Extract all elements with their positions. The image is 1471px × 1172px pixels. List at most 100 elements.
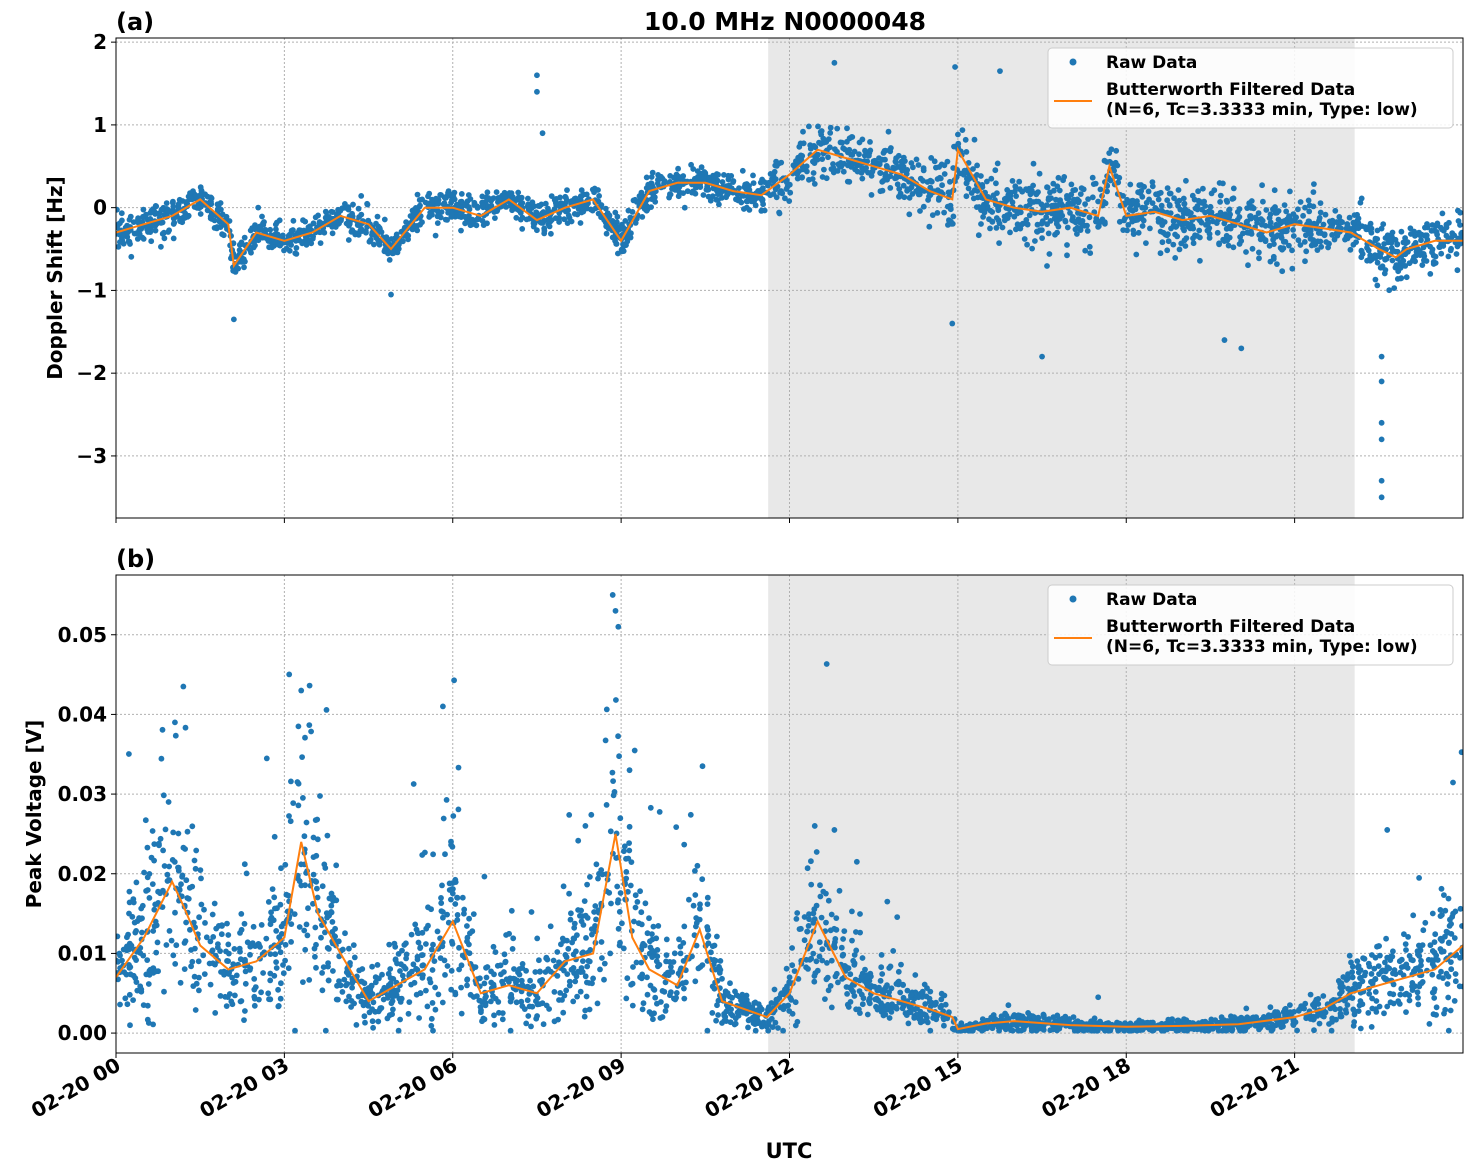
raw-data-point xyxy=(1345,971,1351,977)
raw-data-point xyxy=(158,243,164,250)
raw-data-point xyxy=(880,1012,887,1019)
raw-data-point xyxy=(1244,218,1251,225)
raw-data-point xyxy=(1436,973,1442,980)
raw-data-point xyxy=(1457,209,1463,216)
raw-data-point xyxy=(1365,247,1372,254)
raw-data-point xyxy=(116,933,121,940)
raw-data-point xyxy=(912,972,919,978)
raw-data-outlier xyxy=(1378,436,1385,443)
raw-data-point xyxy=(267,921,274,928)
raw-data-point xyxy=(1446,219,1452,226)
raw-data-point xyxy=(921,981,928,988)
raw-data-point xyxy=(609,769,616,776)
raw-data-point xyxy=(250,923,257,930)
raw-data-point xyxy=(343,982,349,989)
raw-data-point xyxy=(1176,246,1183,253)
raw-data-point xyxy=(868,192,875,198)
raw-data-point xyxy=(1423,232,1430,239)
raw-data-point xyxy=(1406,260,1413,267)
raw-data-point xyxy=(619,920,625,927)
raw-data-point xyxy=(383,234,390,241)
raw-data-point xyxy=(162,826,169,833)
raw-data-point xyxy=(1271,241,1277,248)
raw-data-point xyxy=(613,855,620,861)
raw-data-point xyxy=(1048,195,1054,202)
raw-data-point xyxy=(552,215,559,222)
raw-data-point xyxy=(772,1019,779,1026)
raw-data-point xyxy=(454,912,461,918)
raw-data-point xyxy=(361,1013,368,1020)
raw-data-point xyxy=(985,194,991,200)
raw-data-point xyxy=(758,207,765,214)
raw-data-point xyxy=(1035,189,1041,196)
raw-data-point xyxy=(975,232,982,239)
raw-data-point xyxy=(1056,187,1063,194)
raw-data-point xyxy=(1236,206,1243,212)
raw-data-point xyxy=(639,214,646,220)
raw-data-point xyxy=(1055,174,1062,181)
raw-data-point xyxy=(681,204,688,211)
raw-data-point xyxy=(583,993,590,1000)
raw-data-point xyxy=(620,248,627,255)
raw-data-point xyxy=(1429,971,1436,978)
raw-data-point xyxy=(291,911,298,917)
raw-data-point xyxy=(292,1027,298,1034)
filtered-data-line xyxy=(116,146,1463,269)
raw-data-point xyxy=(752,999,759,1006)
raw-data-point xyxy=(1430,261,1437,267)
raw-data-point xyxy=(429,1000,436,1006)
raw-data-point xyxy=(678,176,685,182)
raw-data-point xyxy=(1164,247,1171,254)
raw-data-point xyxy=(117,1001,123,1008)
raw-data-point xyxy=(356,967,363,974)
raw-data-point xyxy=(712,173,719,180)
raw-data-point xyxy=(176,886,183,893)
raw-data-point xyxy=(580,922,587,928)
raw-data-point xyxy=(808,881,815,888)
raw-data-point xyxy=(1054,218,1060,225)
raw-data-point xyxy=(823,919,829,926)
raw-data-point xyxy=(1355,215,1362,222)
raw-data-point xyxy=(1373,998,1380,1004)
raw-data-point xyxy=(269,244,275,251)
raw-data-point xyxy=(203,934,210,941)
raw-data-point xyxy=(1372,954,1379,961)
legend-filtered-label-line: Butterworth Filtered Data xyxy=(1106,80,1355,100)
raw-data-point xyxy=(346,945,352,952)
raw-data-point xyxy=(439,882,445,889)
raw-data-point xyxy=(1412,258,1418,265)
raw-data-point xyxy=(212,1010,219,1016)
raw-data-point xyxy=(224,920,230,927)
legend-raw-label: Raw Data xyxy=(1106,53,1197,73)
raw-data-point xyxy=(1290,233,1297,239)
raw-data-point xyxy=(1064,195,1070,202)
raw-data-point xyxy=(196,974,202,981)
raw-data-point xyxy=(525,195,531,202)
raw-data-point xyxy=(534,935,541,942)
raw-data-point xyxy=(713,1017,719,1024)
raw-data-point xyxy=(690,166,697,172)
raw-data-point xyxy=(1352,981,1358,988)
raw-data-point xyxy=(345,206,352,213)
raw-data-point xyxy=(1011,213,1018,220)
raw-data-point xyxy=(630,964,636,970)
raw-data-point xyxy=(138,986,145,993)
raw-data-point xyxy=(637,888,643,895)
raw-data-point xyxy=(313,878,320,885)
raw-data-point xyxy=(328,902,335,909)
raw-data-point xyxy=(1289,247,1295,254)
raw-data-point xyxy=(417,990,424,997)
raw-data-point xyxy=(805,923,812,929)
raw-data-point xyxy=(197,192,204,199)
raw-data-point xyxy=(1414,989,1421,996)
raw-data-point xyxy=(163,200,170,207)
raw-data-point xyxy=(154,939,161,946)
raw-data-point xyxy=(806,123,812,130)
raw-data-point xyxy=(906,194,913,201)
raw-data-point xyxy=(916,191,923,198)
raw-data-point xyxy=(631,918,637,925)
raw-data-point xyxy=(306,722,313,728)
raw-data-point xyxy=(1425,956,1432,963)
raw-data-point xyxy=(993,215,1000,221)
raw-data-point xyxy=(837,139,844,146)
